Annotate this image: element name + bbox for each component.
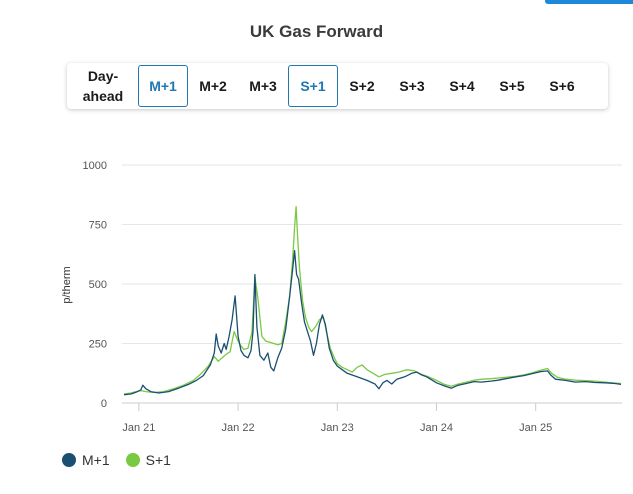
tab-s3[interactable]: S+3 (399, 78, 425, 94)
legend-label-s1: S+1 (145, 452, 171, 468)
legend-label-m1: M+1 (82, 452, 110, 468)
tab-m1[interactable]: M+1 (138, 65, 188, 107)
y-tick-label: 0 (101, 398, 107, 410)
tab-s5[interactable]: S+5 (499, 78, 525, 94)
top-right-tab[interactable] (545, 0, 633, 4)
price-chart: 0 250 500 750 1000 Jan 21 Jan 22 Jan 23 Jan 24 Ja… (0, 140, 633, 440)
tab-m2[interactable]: M+2 (199, 78, 227, 94)
tab-s2[interactable]: S+2 (349, 78, 375, 94)
page-title: UK Gas Forward (249, 22, 384, 41)
series-lines (123, 206, 622, 396)
grid-lines (122, 164, 622, 404)
tab-day-ahead-label: Day-ahead (82, 68, 124, 104)
y-tick-label: 750 (89, 220, 107, 232)
tab-m3[interactable]: M+3 (249, 78, 277, 94)
y-tick-label: 500 (89, 279, 107, 291)
tab-s1[interactable]: S+1 (288, 65, 338, 107)
x-tick-label: Jan 24 (420, 422, 453, 434)
legend-item-s1[interactable]: S+1 (125, 452, 171, 468)
chart-legend: M+1 S+1 (62, 452, 171, 468)
axes: 0 250 500 750 1000 Jan 21 Jan 22 Jan 23 Jan 24 Ja… (83, 160, 622, 434)
y-tick-label: 250 (89, 339, 107, 351)
tab-s4[interactable]: S+4 (449, 78, 475, 94)
tab-day-ahead[interactable]: Day-ahead (71, 65, 135, 107)
series-line-m1[interactable] (123, 250, 622, 396)
legend-marker-s1 (125, 453, 140, 467)
price-chart-svg: 0 250 500 750 1000 Jan 21 Jan 22 Jan 23 Jan 24 Ja… (61, 160, 622, 434)
y-axis-label: p/therm (61, 266, 73, 303)
legend-item-m1[interactable]: M+1 (62, 452, 110, 468)
y-tick-label: 1000 (83, 160, 107, 172)
x-tick-label: Jan 22 (222, 422, 255, 434)
x-tick-label: Jan 23 (321, 422, 354, 434)
series-line-s1[interactable] (123, 206, 622, 395)
legend-marker-m1 (62, 453, 76, 467)
x-tick-label: Jan 25 (519, 422, 552, 434)
x-tick-label: Jan 21 (122, 422, 155, 434)
contract-tab-bar: Day-ahead M+1 M+2 M+3 S+1 S+2 S+3 S+4 S+… (67, 63, 608, 109)
tab-s6[interactable]: S+6 (549, 78, 575, 94)
